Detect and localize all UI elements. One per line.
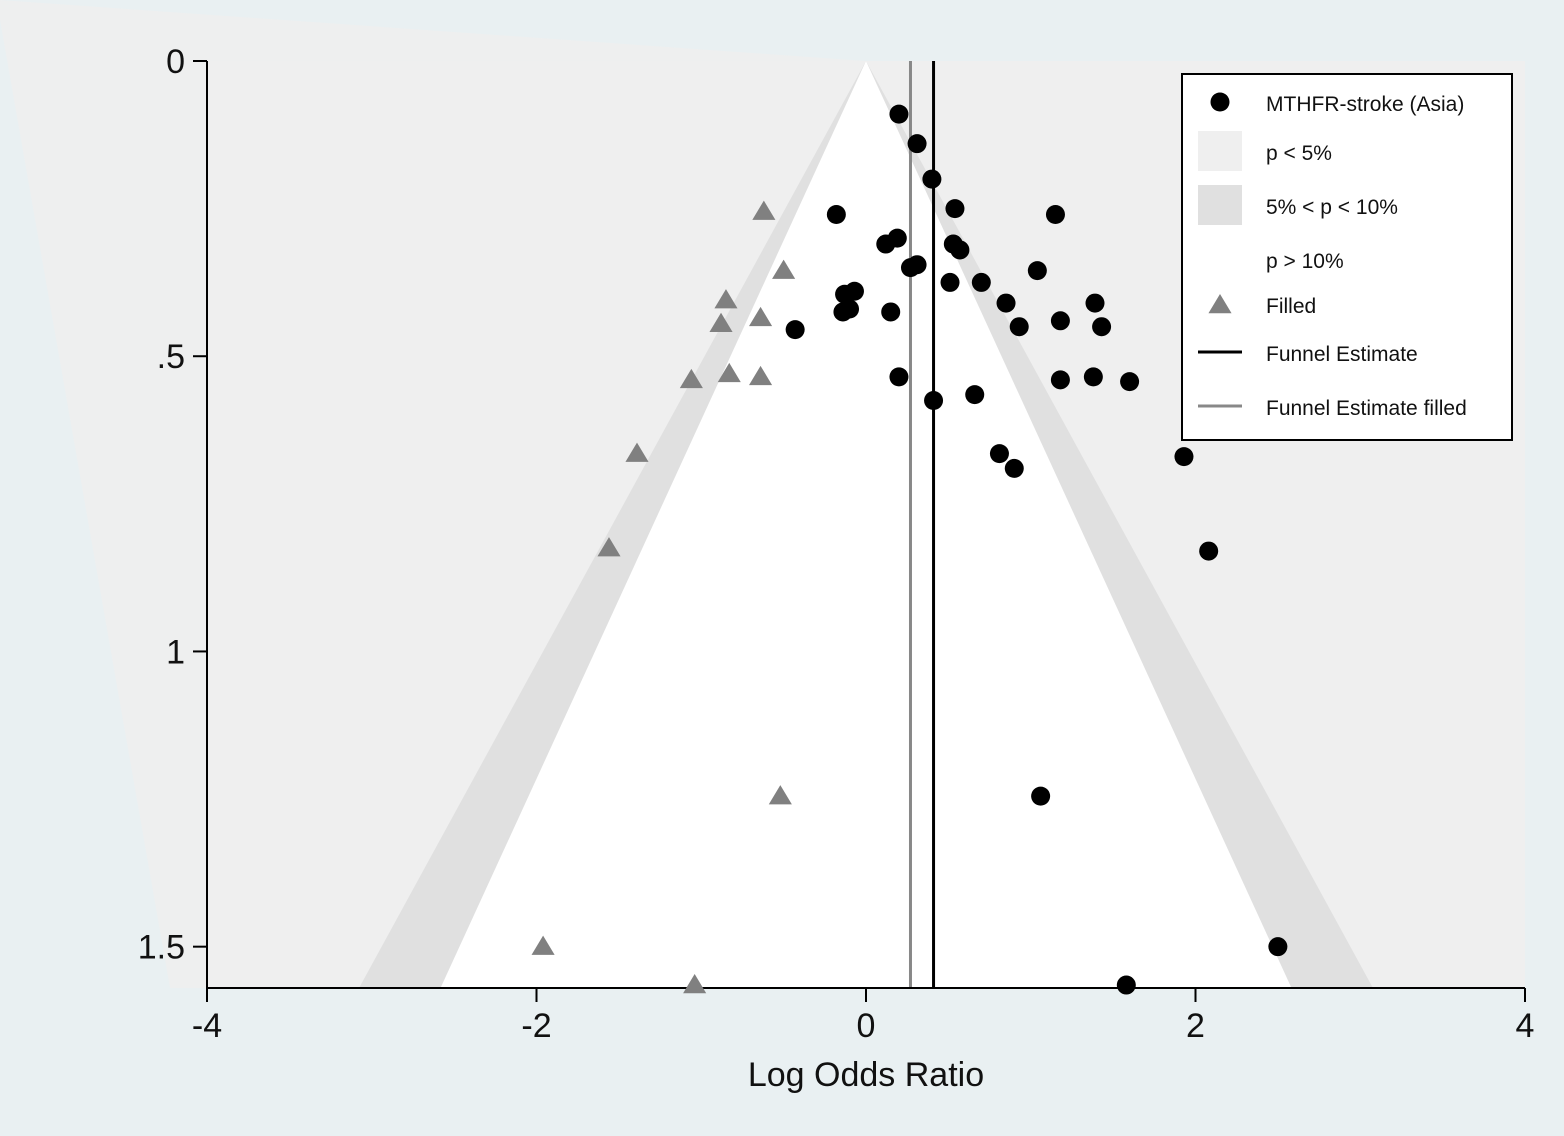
observed-study-point xyxy=(1083,367,1103,387)
observed-study-point xyxy=(1004,458,1024,478)
observed-study-point xyxy=(900,258,920,278)
legend-label: Filled xyxy=(1266,295,1316,318)
x-tick-label: -2 xyxy=(521,1007,551,1045)
filled-study-point xyxy=(752,200,776,220)
region-p-gt-10 xyxy=(440,61,1292,988)
observed-study-point xyxy=(835,284,855,304)
filled-study-point xyxy=(531,935,555,955)
x-tick-label: 4 xyxy=(1516,1007,1535,1045)
filled-study-point xyxy=(749,365,773,386)
observed-study-point xyxy=(1092,317,1112,337)
observed-study-point xyxy=(924,391,944,411)
filled-study-point xyxy=(717,362,741,383)
filled-study-point xyxy=(597,537,621,557)
filled-study-point xyxy=(768,785,792,805)
x-axis-title: Log Odds Ratio xyxy=(748,1056,984,1094)
observed-study-point xyxy=(889,367,909,387)
x-tick-label: 0 xyxy=(857,1007,876,1045)
observed-study-point xyxy=(1009,317,1029,337)
filled-study-point xyxy=(683,974,707,994)
filled-study-point xyxy=(772,259,796,279)
observed-study-point xyxy=(996,293,1016,313)
observed-study-point xyxy=(1174,447,1194,467)
observed-study-point xyxy=(889,104,909,124)
observed-study-point xyxy=(1199,541,1219,561)
legend-swatch xyxy=(1198,185,1242,225)
observed-study-point xyxy=(907,134,927,154)
observed-study-point xyxy=(965,385,985,405)
filled-study-point xyxy=(749,306,773,327)
observed-study-point xyxy=(876,234,896,254)
corner-shade xyxy=(0,0,866,988)
observed-study-point xyxy=(1050,311,1070,331)
observed-study-point xyxy=(826,205,846,225)
observed-study-point xyxy=(945,199,965,219)
data-markers xyxy=(531,104,1288,995)
legend-marker-triangle xyxy=(1208,294,1232,314)
observed-study-point xyxy=(1085,293,1105,313)
filled-study-point xyxy=(709,312,733,332)
filled-study-point xyxy=(714,289,738,309)
legend: MTHFR-stroke (Asia) p < 5% 5% < p < 10% p >… xyxy=(1181,73,1513,441)
legend-label: Funnel Estimate xyxy=(1266,343,1418,366)
y-tick-label: .5 xyxy=(157,338,185,376)
observed-study-point xyxy=(1027,261,1047,281)
y-tick-label: 1.5 xyxy=(138,929,185,967)
legend-label: 5% < p < 10% xyxy=(1266,196,1398,219)
observed-study-point xyxy=(989,444,1009,464)
observed-study-point xyxy=(971,272,991,292)
legend-label: MTHFR-stroke (Asia) xyxy=(1266,93,1464,116)
x-tick-label: -4 xyxy=(192,1007,222,1045)
legend-label: Funnel Estimate filled xyxy=(1266,397,1467,420)
legend-label: p > 10% xyxy=(1266,250,1344,273)
observed-study-point xyxy=(922,169,942,189)
legend-marker-circle xyxy=(1210,92,1230,112)
filled-study-point xyxy=(679,368,703,389)
observed-study-point xyxy=(785,320,805,340)
observed-study-point xyxy=(1120,372,1140,392)
observed-study-point xyxy=(881,302,901,322)
y-tick-label: 0 xyxy=(166,43,185,81)
filled-study-point xyxy=(625,442,649,462)
legend-swatch xyxy=(1198,131,1242,171)
observed-study-point xyxy=(950,240,970,260)
legend-swatch xyxy=(1198,239,1242,279)
x-tick-label: 2 xyxy=(1186,1007,1205,1045)
observed-study-point xyxy=(1268,937,1288,957)
legend-label: p < 5% xyxy=(1266,142,1332,165)
axes: -4 -2 0 2 4 0 .5 1 1.5 xyxy=(138,43,1535,1045)
observed-study-point xyxy=(833,302,853,322)
observed-study-point xyxy=(1116,975,1136,995)
y-tick-label: 1 xyxy=(166,633,185,671)
observed-study-point xyxy=(1045,205,1065,225)
observed-study-point xyxy=(1050,370,1070,390)
observed-study-point xyxy=(940,272,960,292)
observed-study-point xyxy=(1031,786,1051,806)
